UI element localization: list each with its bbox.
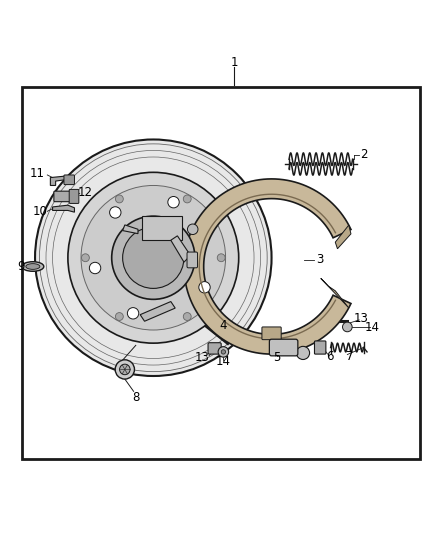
Circle shape [183, 312, 191, 320]
Text: 9: 9 [17, 260, 25, 273]
Circle shape [110, 207, 121, 218]
Circle shape [168, 197, 179, 208]
Polygon shape [140, 302, 175, 321]
Circle shape [187, 224, 198, 235]
Circle shape [218, 346, 229, 357]
Text: 10: 10 [33, 205, 48, 218]
Circle shape [81, 185, 226, 330]
Polygon shape [53, 205, 74, 212]
Ellipse shape [22, 262, 44, 271]
Polygon shape [335, 225, 351, 249]
FancyBboxPatch shape [54, 191, 74, 201]
Polygon shape [123, 225, 138, 233]
Text: 8: 8 [132, 391, 139, 405]
Circle shape [127, 308, 139, 319]
Circle shape [123, 227, 184, 288]
Text: 2: 2 [360, 148, 367, 161]
Text: 14: 14 [365, 321, 380, 334]
Circle shape [112, 216, 195, 300]
Text: 4: 4 [219, 319, 227, 332]
Circle shape [115, 360, 134, 379]
Polygon shape [171, 236, 191, 262]
Circle shape [120, 364, 130, 375]
Circle shape [116, 195, 124, 203]
Bar [22, 87, 420, 459]
FancyBboxPatch shape [64, 175, 74, 184]
FancyBboxPatch shape [69, 189, 79, 204]
Circle shape [297, 346, 310, 359]
FancyBboxPatch shape [142, 216, 182, 240]
Circle shape [68, 172, 239, 343]
Circle shape [183, 195, 191, 203]
Circle shape [221, 350, 226, 354]
Circle shape [89, 262, 101, 274]
Circle shape [343, 322, 352, 332]
Circle shape [217, 254, 225, 262]
Text: 5: 5 [273, 351, 280, 364]
Circle shape [199, 281, 210, 293]
FancyBboxPatch shape [187, 252, 198, 268]
FancyBboxPatch shape [262, 327, 281, 340]
Text: 7: 7 [346, 350, 353, 363]
Text: 11: 11 [30, 167, 45, 180]
Text: 3: 3 [316, 253, 323, 266]
Ellipse shape [26, 264, 40, 269]
Text: 14: 14 [216, 356, 231, 368]
FancyBboxPatch shape [269, 339, 298, 356]
Text: 13: 13 [195, 351, 210, 364]
FancyBboxPatch shape [314, 341, 326, 354]
Text: 6: 6 [325, 350, 333, 363]
Circle shape [35, 140, 272, 376]
Polygon shape [50, 176, 68, 185]
Polygon shape [321, 278, 349, 308]
Text: 13: 13 [354, 312, 369, 325]
Circle shape [115, 312, 123, 320]
Polygon shape [184, 179, 351, 354]
Text: 1: 1 [230, 56, 238, 69]
FancyBboxPatch shape [208, 343, 221, 354]
Circle shape [81, 254, 89, 262]
Text: 12: 12 [78, 185, 93, 198]
